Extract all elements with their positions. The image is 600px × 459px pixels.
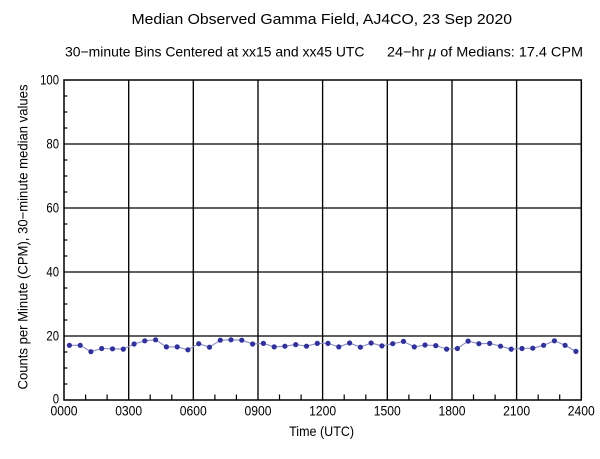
svg-text:0000: 0000 [51, 403, 78, 419]
svg-text:100: 100 [40, 71, 59, 87]
svg-text:Median Observed Gamma Field, A: Median Observed Gamma Field, AJ4CO, 23 S… [132, 12, 513, 28]
svg-text:1800: 1800 [439, 403, 466, 419]
svg-text:1500: 1500 [374, 403, 401, 419]
svg-text:Counts per Minute (CPM), 30−mi: Counts per Minute (CPM), 30−minute media… [14, 85, 30, 390]
svg-text:60: 60 [46, 199, 59, 215]
svg-text:80: 80 [46, 135, 59, 151]
svg-text:1200: 1200 [309, 403, 336, 419]
svg-text:2100: 2100 [503, 403, 530, 419]
svg-text:2400: 2400 [568, 403, 595, 419]
svg-text:30−minute Bins Centered at xx1: 30−minute Bins Centered at xx15 and xx45… [65, 44, 365, 60]
svg-text:0600: 0600 [180, 403, 207, 419]
svg-text:0300: 0300 [115, 403, 142, 419]
svg-text:0: 0 [53, 391, 59, 407]
svg-text:Time (UTC): Time (UTC) [289, 423, 354, 439]
svg-text:24−hr μ of Medians: 17.4 CPM: 24−hr μ of Medians: 17.4 CPM [387, 44, 583, 60]
svg-text:40: 40 [46, 263, 59, 279]
svg-text:20: 20 [46, 327, 59, 343]
svg-text:0900: 0900 [245, 403, 272, 419]
